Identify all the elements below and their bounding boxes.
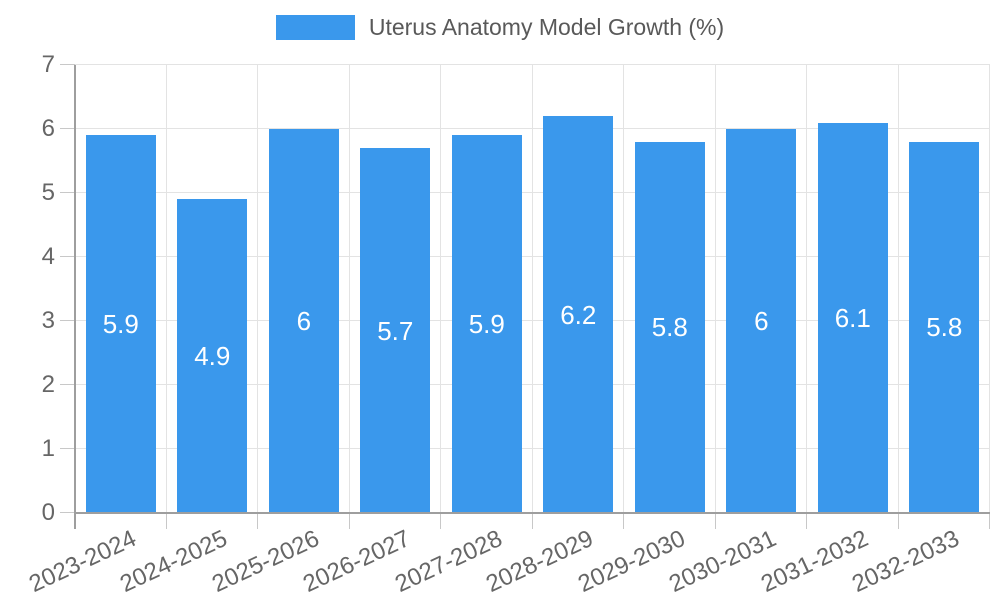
gridline-vertical [165,65,167,513]
gridline-horizontal [75,448,990,449]
bar-value-label: 4.9 [194,341,231,372]
gridline-vertical [348,65,350,513]
gridline-horizontal [75,64,990,65]
x-tick [165,513,167,529]
bar[interactable] [543,116,614,513]
bar-value-label: 6.1 [834,302,871,333]
x-tick [989,513,990,529]
legend-label: Uterus Anatomy Model Growth (%) [368,14,725,40]
legend-swatch [275,15,355,40]
y-tick-label: 7 [41,51,55,78]
bar-value-label: 6 [754,306,769,336]
gridline-vertical [989,65,990,513]
bar-value-label: 5.8 [651,312,688,343]
bar-value-label: 6.2 [560,299,597,330]
gridline-vertical [714,65,716,513]
y-tick-label: 2 [41,371,55,398]
y-tick [60,64,75,65]
x-axis-line [74,512,990,514]
gridline-vertical [897,65,899,513]
x-tick [348,513,350,529]
bar-value-label: 6 [296,306,312,336]
gridline-horizontal [75,192,990,193]
bar[interactable] [909,141,980,513]
bar[interactable] [360,148,431,513]
gridline-vertical [531,65,533,513]
bar[interactable] [451,135,522,513]
y-tick-label: 5 [41,179,55,206]
gridline-horizontal [75,256,990,257]
gridline-horizontal [75,384,990,385]
y-tick [60,448,75,449]
x-tick [806,513,807,529]
gridline-vertical [257,65,258,513]
bar-value-label: 5.9 [468,309,505,340]
bar[interactable] [634,141,705,513]
x-tick [257,513,258,529]
x-tick [440,513,441,529]
gridline-vertical [440,65,441,513]
y-tick [60,512,75,513]
gridline-vertical [623,65,624,513]
y-tick [60,128,75,129]
bar[interactable] [268,129,339,513]
gridline-horizontal [75,128,990,129]
y-tick [60,384,75,385]
bar[interactable] [817,122,888,513]
bar[interactable] [726,129,797,513]
y-tick-label: 6 [41,115,55,142]
gridline-horizontal [75,320,990,321]
y-tick-label: 3 [41,307,55,334]
x-tick [714,513,716,529]
y-tick [60,192,75,193]
bar-value-label: 5.8 [926,312,963,343]
y-axis-line [74,65,76,529]
y-tick [60,256,75,257]
legend[interactable]: Uterus Anatomy Model Growth (%) [0,14,1000,41]
x-tick [531,513,533,529]
gridline-vertical [806,65,807,513]
y-tick-label: 4 [41,243,55,270]
y-tick-label: 1 [41,435,55,462]
x-tick [623,513,624,529]
bar-value-label: 5.9 [102,309,139,340]
y-tick-label: 0 [41,499,55,526]
bar-value-label: 5.7 [377,315,414,346]
x-tick [897,513,899,529]
bar[interactable] [177,199,248,513]
bar[interactable] [85,135,156,513]
y-tick [60,320,75,321]
